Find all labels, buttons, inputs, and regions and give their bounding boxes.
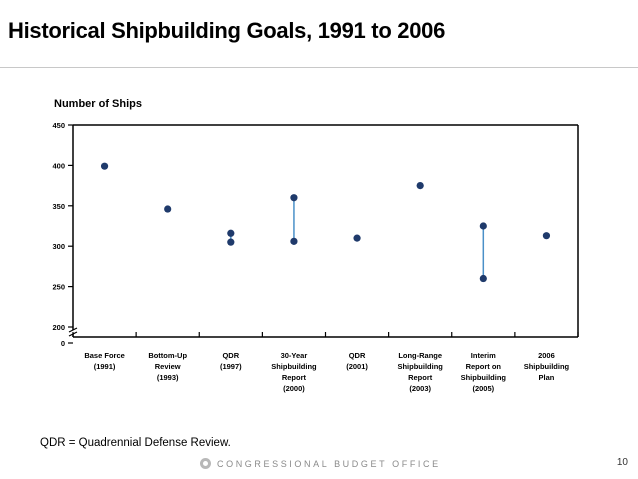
x-category-label: Report <box>408 373 433 382</box>
x-category-label: Bottom-Up <box>148 351 187 360</box>
title-divider <box>0 67 638 68</box>
x-category-label: (1997) <box>220 362 242 371</box>
x-category-label: Interim <box>471 351 496 360</box>
y-tick-label: 450 <box>52 121 65 130</box>
x-category-label: Plan <box>539 373 555 382</box>
x-category-label: QDR <box>222 351 239 360</box>
x-category-label: (2003) <box>409 384 431 393</box>
axis-break-mark <box>68 327 78 333</box>
data-point <box>100 162 109 170</box>
data-point <box>416 182 424 190</box>
data-point <box>164 205 172 213</box>
footnote: QDR = Quadrennial Defense Review. <box>40 437 231 449</box>
data-point <box>290 237 298 245</box>
footer-org: CONGRESSIONAL BUDGET OFFICE <box>217 458 441 469</box>
shipbuilding-chart: 200 250 300 350 400 450 0 Base Force (1991) Botto… <box>52 121 579 393</box>
x-category-label: (2005) <box>472 384 494 393</box>
data-point <box>290 194 298 202</box>
x-category-label: (1991) <box>94 362 116 371</box>
x-category-label: 30-Year <box>281 351 308 360</box>
x-category-label: 2006 <box>538 351 555 360</box>
x-category-label: QDR <box>349 351 366 360</box>
x-category-label: Long-Range <box>398 351 442 360</box>
data-point <box>479 274 487 283</box>
y-tick-label: 200 <box>52 323 65 332</box>
x-category-label: (2001) <box>346 362 368 371</box>
footer: CONGRESSIONAL BUDGET OFFICE <box>200 458 441 469</box>
y-axis-title: Number of Ships <box>54 98 143 110</box>
data-point <box>353 234 361 242</box>
data-point <box>227 238 235 246</box>
data-point <box>227 229 235 237</box>
x-category-label: (1993) <box>157 373 179 382</box>
y-tick-label: 400 <box>52 161 65 170</box>
y-tick-label-zero: 0 <box>61 339 65 348</box>
x-category-label: Shipbuilding <box>524 362 570 371</box>
x-category-label: Shipbuilding <box>461 373 507 382</box>
y-tick-label: 350 <box>52 202 65 211</box>
slide-title: Historical Shipbuilding Goals, 1991 to 2… <box>8 18 446 43</box>
x-category-label: Shipbuilding <box>271 362 317 371</box>
x-category-label: (2000) <box>283 384 305 393</box>
x-category-label: Shipbuilding <box>397 362 443 371</box>
cbo-logo-icon <box>200 458 211 469</box>
page-number: 10 <box>616 457 628 468</box>
x-category-label: Report <box>282 373 307 382</box>
y-tick-label: 300 <box>52 242 65 251</box>
x-category-label: Base Force <box>84 351 124 360</box>
data-point <box>479 222 487 230</box>
data-point <box>542 232 551 240</box>
x-category-label: Report on <box>466 362 502 371</box>
x-category-label: Review <box>155 362 181 371</box>
y-tick-label: 250 <box>52 283 65 292</box>
